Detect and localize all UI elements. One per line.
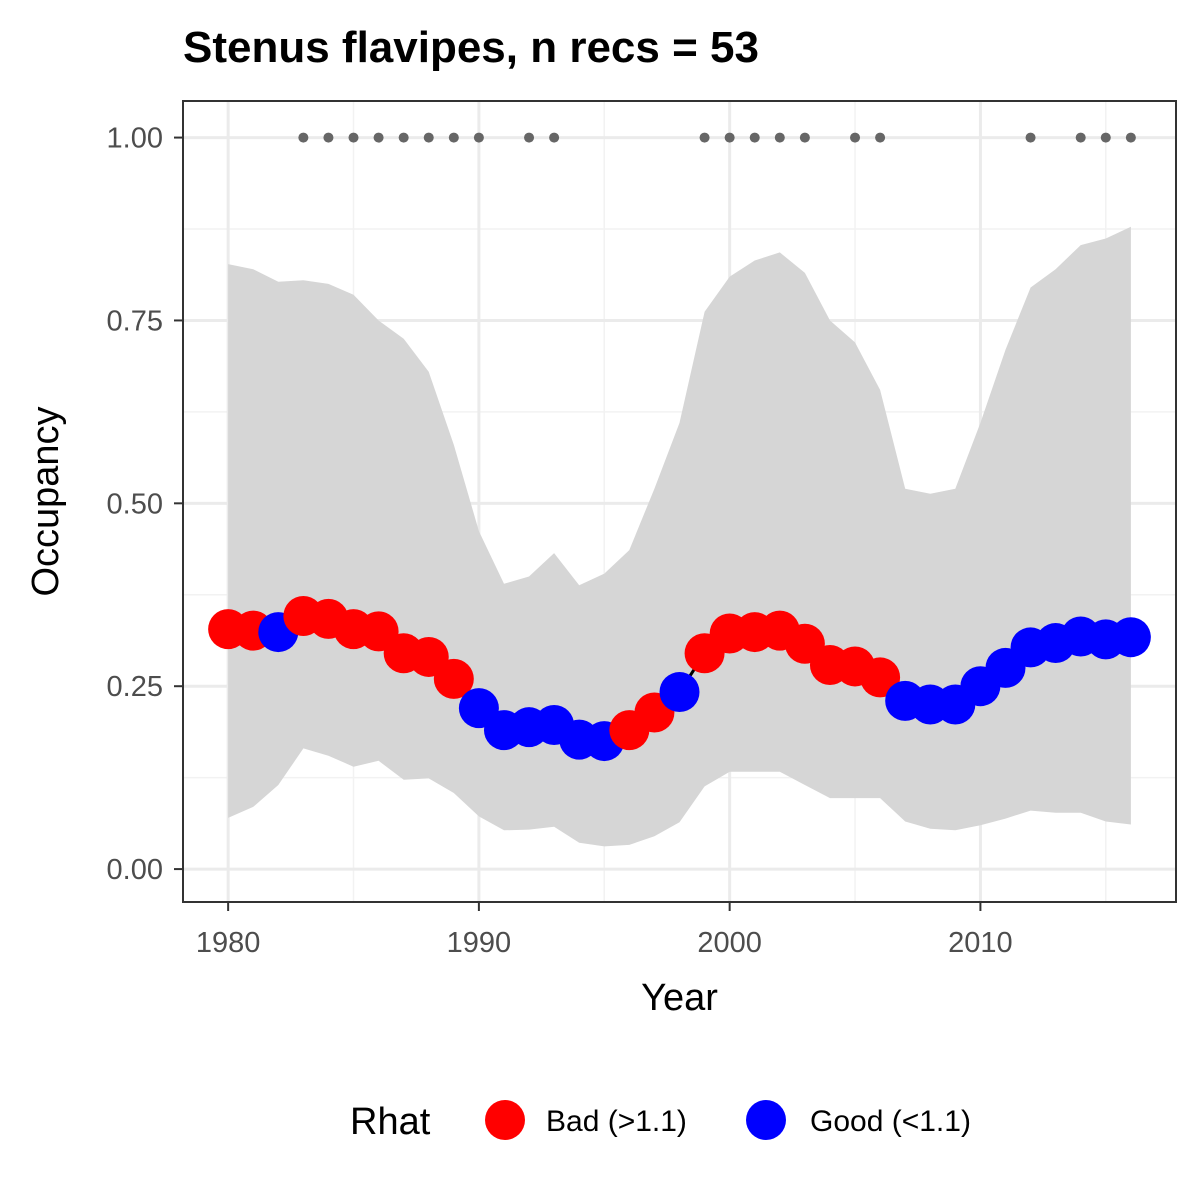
record-dot bbox=[323, 132, 334, 143]
record-dot bbox=[1125, 132, 1136, 143]
legend-title: Rhat bbox=[350, 1101, 431, 1143]
x-axis: 1980 1990 2000 2010 bbox=[196, 902, 1013, 959]
record-dot bbox=[1025, 132, 1036, 143]
record-dot bbox=[348, 132, 359, 143]
legend-label-bad: Bad (>1.1) bbox=[546, 1105, 687, 1138]
occupancy-point-good bbox=[659, 672, 700, 713]
occupancy-point-bad bbox=[860, 657, 901, 698]
occupancy-point-good bbox=[1110, 617, 1151, 658]
legend: Rhat Bad (>1.1) Good (<1.1) bbox=[350, 1100, 971, 1143]
y-axis: 0.00 0.25 0.50 0.75 1.00 bbox=[107, 123, 183, 886]
record-dot bbox=[799, 132, 810, 143]
record-dot bbox=[875, 132, 886, 143]
record-dot bbox=[373, 132, 384, 143]
record-dot bbox=[774, 132, 785, 143]
legend-key-good bbox=[746, 1100, 786, 1140]
y-tick-label: 0.00 bbox=[107, 854, 163, 886]
record-dot bbox=[724, 132, 735, 143]
x-tick-label: 1990 bbox=[447, 927, 512, 959]
record-dot bbox=[448, 132, 459, 143]
occupancy-points-layer bbox=[208, 595, 1151, 762]
legend-key-bad bbox=[485, 1100, 525, 1140]
record-dot bbox=[524, 132, 535, 143]
y-tick-label: 0.25 bbox=[107, 671, 163, 703]
y-tick-label: 0.75 bbox=[107, 305, 163, 337]
record-dot bbox=[423, 132, 434, 143]
legend-label-good: Good (<1.1) bbox=[810, 1105, 971, 1138]
record-dot bbox=[473, 132, 484, 143]
record-dot bbox=[549, 132, 560, 143]
panel-border bbox=[182, 100, 1177, 903]
y-axis-title: Occupancy bbox=[25, 406, 67, 596]
record-dot bbox=[398, 132, 409, 143]
y-tick-label: 0.50 bbox=[107, 488, 163, 520]
x-tick-label: 1980 bbox=[196, 927, 261, 959]
record-dot bbox=[1075, 132, 1086, 143]
x-axis-title: Year bbox=[641, 977, 718, 1019]
x-tick-label: 2010 bbox=[948, 927, 1013, 959]
record-dot bbox=[749, 132, 760, 143]
y-tick-label: 1.00 bbox=[107, 123, 163, 155]
record-dot bbox=[850, 132, 861, 143]
record-dot bbox=[1100, 132, 1111, 143]
chart-title: Stenus flavipes, n recs = 53 bbox=[183, 23, 759, 72]
occupancy-point-bad bbox=[433, 658, 474, 699]
record-dots-layer bbox=[298, 132, 1136, 143]
x-tick-label: 2000 bbox=[697, 927, 762, 959]
record-dot bbox=[699, 132, 710, 143]
record-dot bbox=[298, 132, 309, 143]
